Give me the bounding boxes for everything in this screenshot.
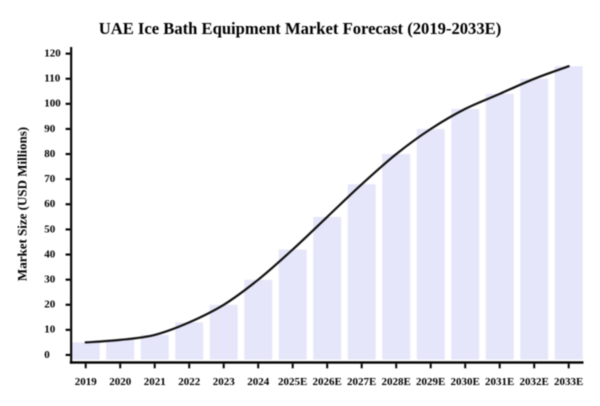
svg-text:2021: 2021	[144, 376, 166, 388]
svg-text:2026E: 2026E	[313, 376, 342, 388]
svg-text:2031E: 2031E	[485, 376, 514, 388]
svg-text:2024: 2024	[247, 376, 270, 388]
svg-text:2022: 2022	[178, 376, 201, 388]
svg-text:30: 30	[44, 274, 56, 286]
svg-text:UAE Ice Bath Equipment Market: UAE Ice Bath Equipment Market Forecast (…	[99, 19, 502, 38]
svg-text:2027E: 2027E	[347, 376, 376, 388]
svg-text:70: 70	[44, 173, 56, 185]
svg-text:2033E: 2033E	[554, 376, 583, 388]
svg-text:2032E: 2032E	[520, 376, 549, 388]
svg-text:Market Size (USD Millions): Market Size (USD Millions)	[15, 127, 30, 281]
svg-text:2030E: 2030E	[451, 376, 480, 388]
svg-text:2028E: 2028E	[382, 376, 411, 388]
svg-text:90: 90	[44, 123, 56, 135]
svg-text:2020: 2020	[109, 376, 132, 388]
svg-text:2019: 2019	[75, 376, 98, 388]
svg-text:80: 80	[44, 148, 56, 160]
svg-text:100: 100	[44, 98, 61, 110]
svg-text:110: 110	[44, 73, 60, 85]
svg-text:0: 0	[44, 349, 50, 361]
svg-text:10: 10	[44, 324, 56, 336]
svg-text:60: 60	[44, 198, 56, 210]
svg-text:50: 50	[44, 223, 56, 235]
svg-text:40: 40	[44, 248, 56, 260]
svg-text:20: 20	[44, 299, 56, 311]
svg-text:2025E: 2025E	[278, 376, 307, 388]
svg-text:120: 120	[44, 48, 61, 60]
svg-text:2023: 2023	[213, 376, 236, 388]
svg-text:2029E: 2029E	[416, 376, 445, 388]
